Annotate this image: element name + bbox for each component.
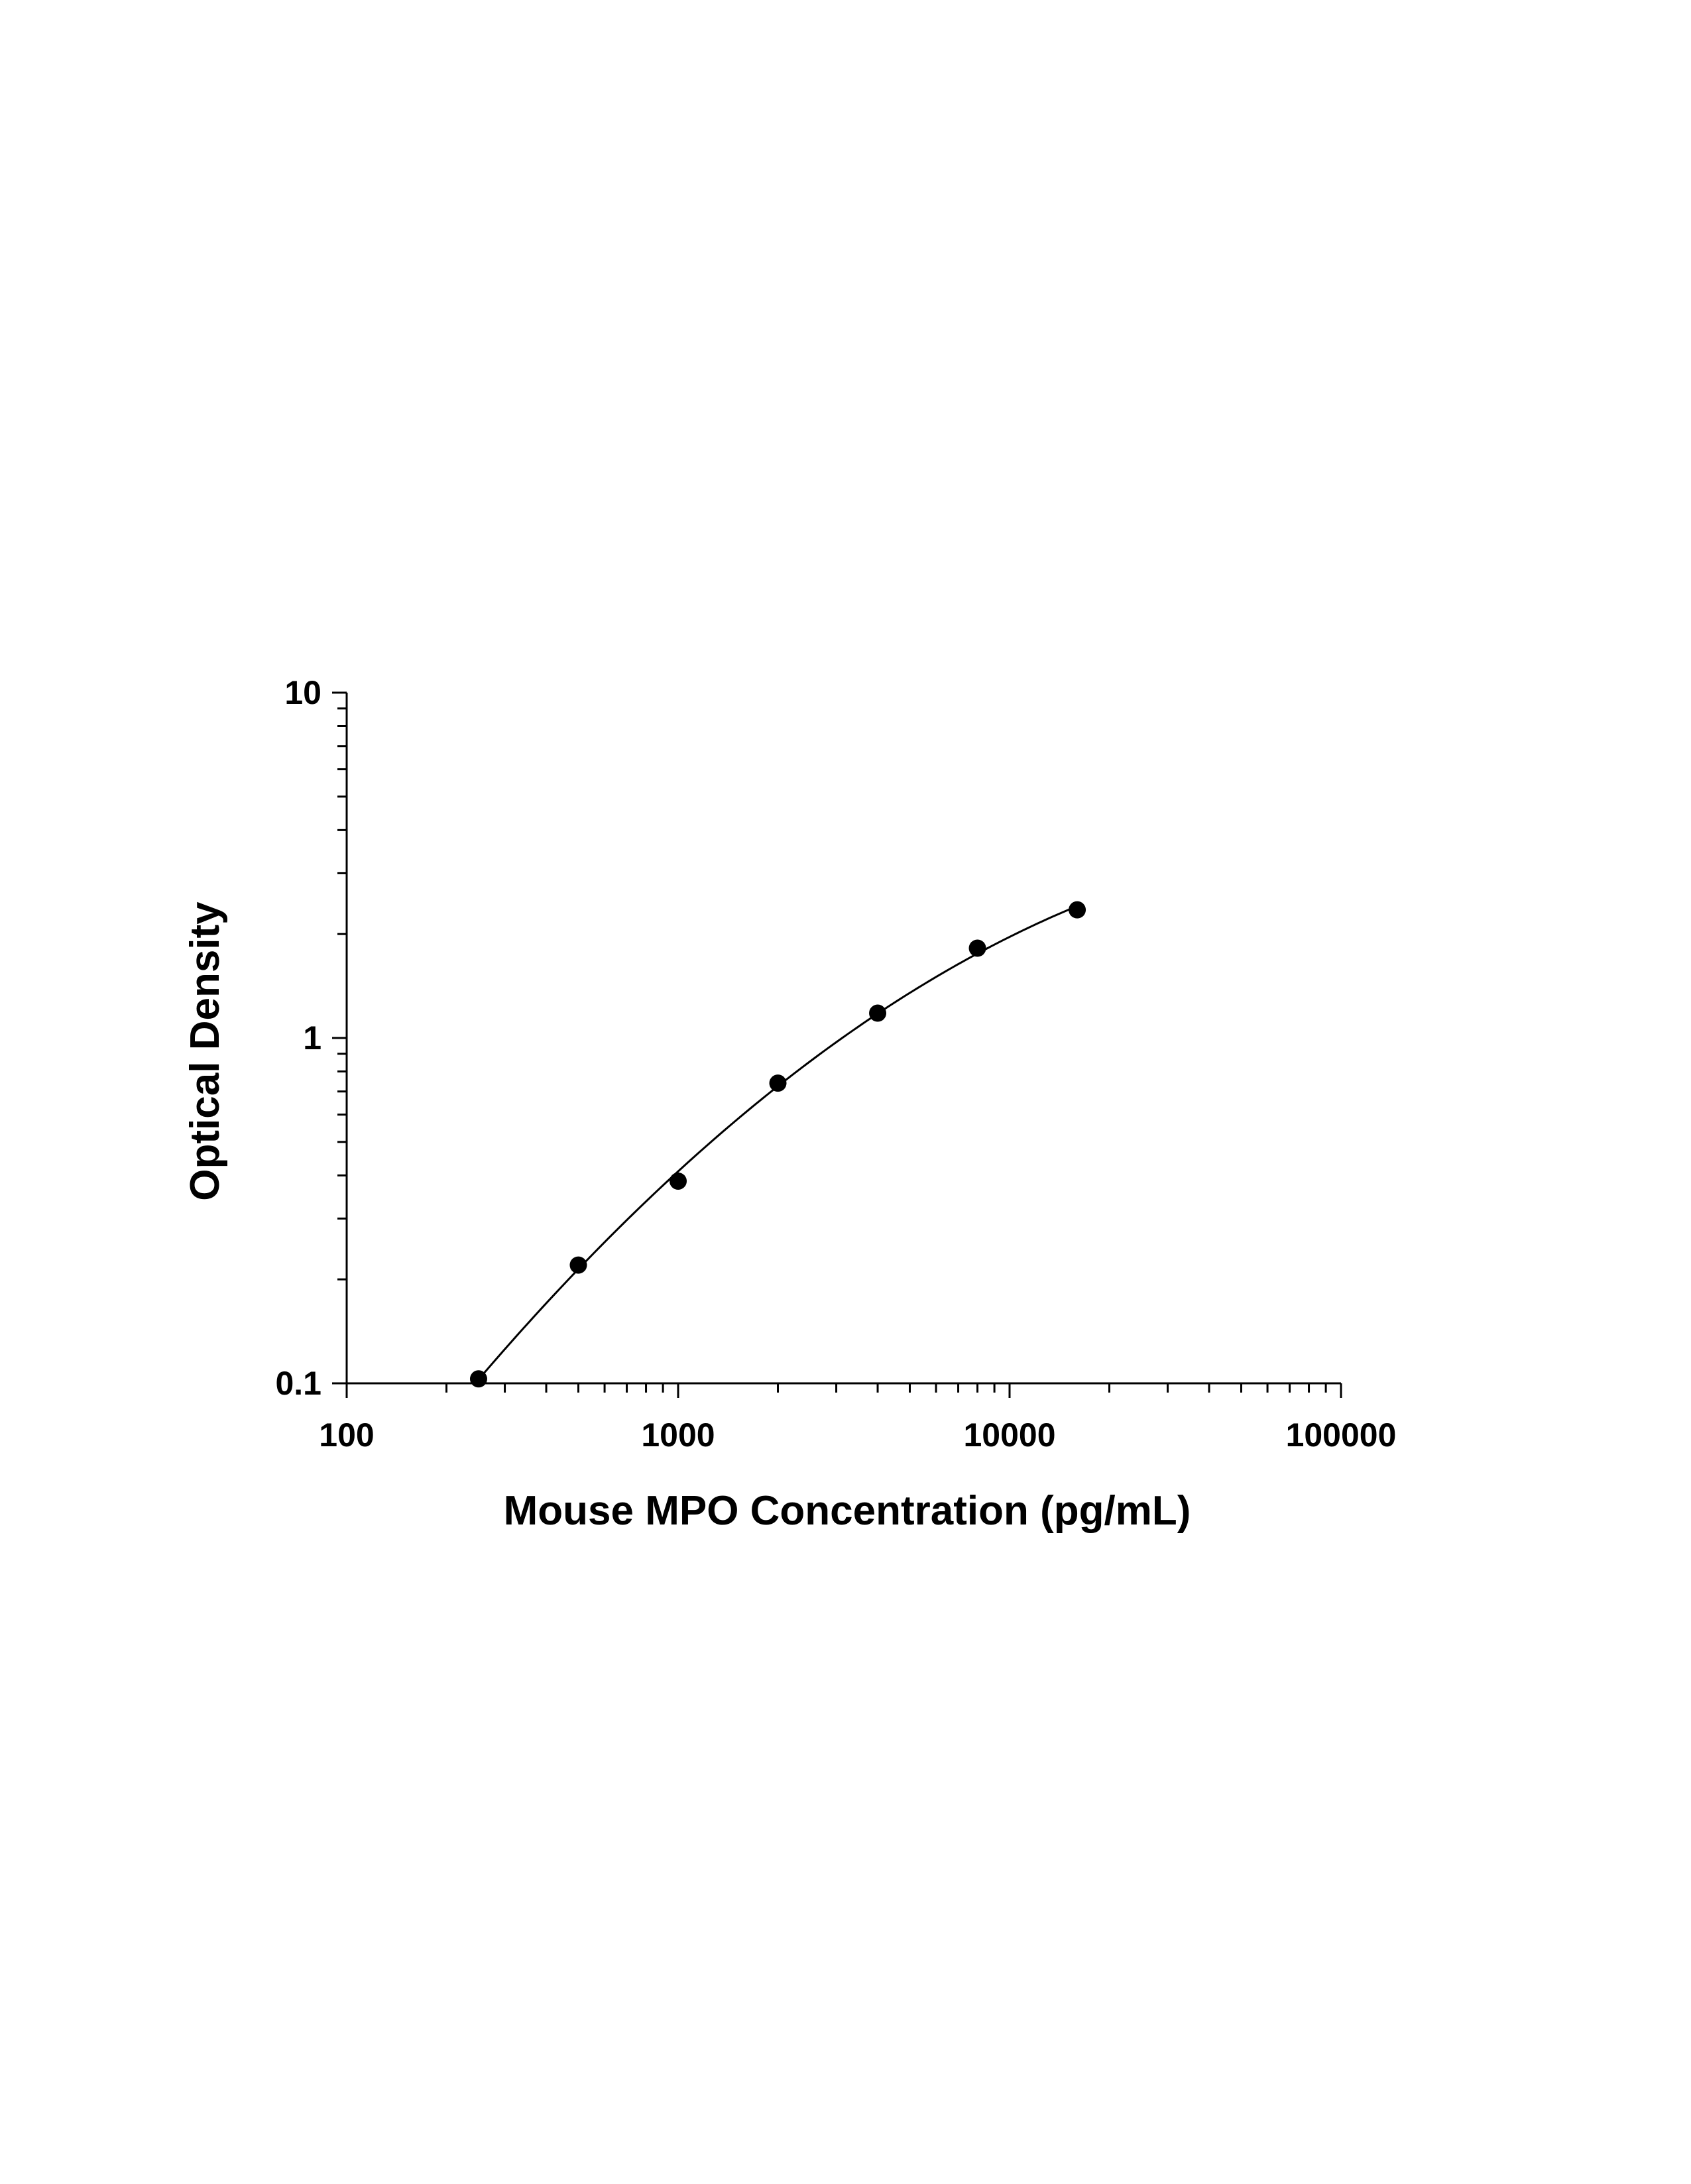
- data-point: [1069, 901, 1086, 919]
- fit-curve: [477, 905, 1078, 1381]
- data-point: [569, 1256, 587, 1274]
- data-point: [469, 1370, 487, 1388]
- data-point: [670, 1172, 687, 1190]
- y-tick-label: 1: [303, 1019, 321, 1057]
- x-axis-title: Mouse MPO Concentration (pg/mL): [504, 1488, 1191, 1534]
- y-axis-title: Optical Density: [182, 901, 228, 1201]
- data-point: [968, 939, 986, 957]
- tick-labels: 100 1000 10000 100000 0.1 1 10: [275, 674, 1396, 1454]
- x-tick-label: 10000: [963, 1416, 1055, 1454]
- x-tick-label: 100000: [1286, 1416, 1397, 1454]
- x-tick-label: 100: [319, 1416, 374, 1454]
- y-tick-label: 0.1: [275, 1365, 321, 1402]
- data-points: [469, 901, 1086, 1388]
- axis-ticks: [332, 691, 1342, 1398]
- data-point: [869, 1004, 887, 1022]
- data-point: [769, 1074, 787, 1092]
- y-tick-label: 10: [284, 674, 321, 711]
- x-tick-label: 1000: [641, 1416, 715, 1454]
